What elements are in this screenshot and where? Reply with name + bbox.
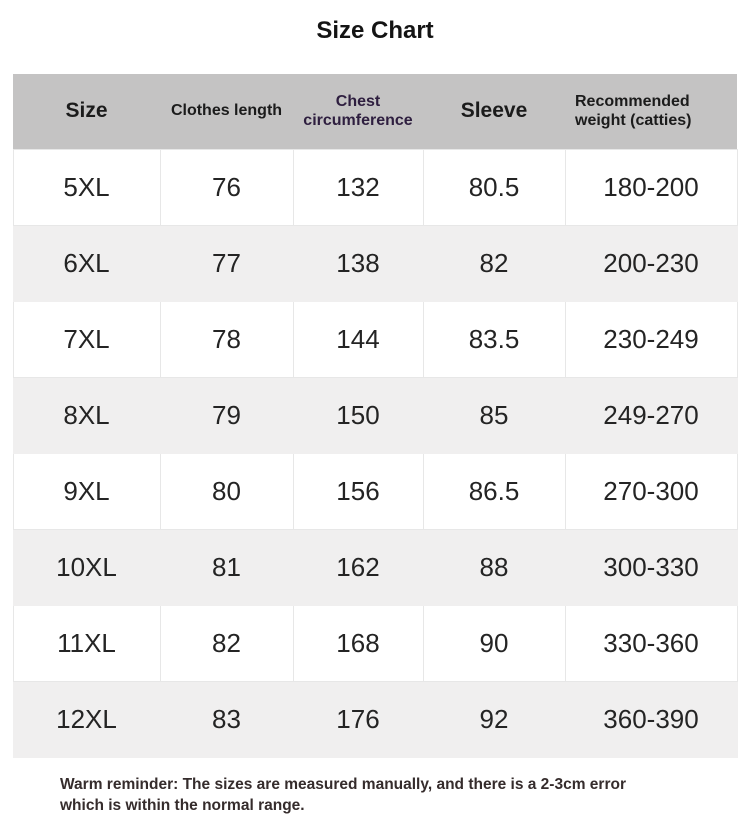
table-row-12xl: 12XL 83 176 92 360-390 bbox=[12, 681, 738, 758]
cell-size: 9XL bbox=[12, 453, 161, 530]
cell-clothes-length: 81 bbox=[159, 529, 294, 606]
cell-chest: 138 bbox=[292, 225, 424, 302]
cell-clothes-length: 79 bbox=[159, 377, 294, 454]
table-row-9xl: 9XL 80 156 86.5 270-300 bbox=[12, 453, 738, 530]
cell-size: 5XL bbox=[12, 149, 161, 226]
cell-sleeve: 90 bbox=[422, 605, 566, 682]
cell-chest: 162 bbox=[292, 529, 424, 606]
header-label-chest-circumference: Chest circumference bbox=[303, 92, 413, 129]
cell-weight: 249-270 bbox=[564, 377, 738, 454]
cell-clothes-length: 82 bbox=[159, 605, 294, 682]
cell-weight: 230-249 bbox=[564, 301, 738, 378]
cell-weight: 270-300 bbox=[564, 453, 738, 530]
measurement-disclaimer: Warm reminder: The sizes are measured ma… bbox=[60, 776, 626, 814]
page-title: Size Chart bbox=[316, 17, 434, 44]
cell-weight: 180-200 bbox=[564, 149, 738, 226]
cell-sleeve: 80.5 bbox=[422, 149, 566, 226]
header-cell-sleeve: Sleeve bbox=[423, 74, 565, 150]
table-row-6xl: 6XL 77 138 82 200-230 bbox=[12, 225, 738, 302]
cell-size: 11XL bbox=[12, 605, 161, 682]
cell-sleeve: 86.5 bbox=[422, 453, 566, 530]
cell-clothes-length: 77 bbox=[159, 225, 294, 302]
cell-clothes-length: 83 bbox=[159, 681, 294, 758]
cell-size: 7XL bbox=[12, 301, 161, 378]
table-row-7xl: 7XL 78 144 83.5 230-249 bbox=[12, 301, 738, 378]
cell-sleeve: 85 bbox=[422, 377, 566, 454]
header-label-size: Size bbox=[65, 99, 108, 123]
cell-size: 8XL bbox=[12, 377, 161, 454]
cell-size: 12XL bbox=[12, 681, 161, 758]
cell-clothes-length: 76 bbox=[159, 149, 294, 226]
header-cell-recommended-weight: Recommended weight (catties) bbox=[565, 74, 737, 150]
cell-weight: 300-330 bbox=[564, 529, 738, 606]
cell-sleeve: 88 bbox=[422, 529, 566, 606]
cell-size: 10XL bbox=[12, 529, 161, 606]
header-cell-chest-circumference: Chest circumference bbox=[293, 74, 423, 150]
cell-sleeve: 83.5 bbox=[422, 301, 566, 378]
header-cell-clothes-length: Clothes length bbox=[160, 74, 293, 150]
cell-weight: 360-390 bbox=[564, 681, 738, 758]
cell-chest: 150 bbox=[292, 377, 424, 454]
size-chart-table: Size Clothes length Chest circumference … bbox=[12, 74, 738, 758]
cell-chest: 176 bbox=[292, 681, 424, 758]
cell-sleeve: 82 bbox=[422, 225, 566, 302]
header-cell-size: Size bbox=[13, 74, 160, 150]
header-label-clothes-length: Clothes length bbox=[170, 102, 283, 120]
cell-size: 6XL bbox=[12, 225, 161, 302]
table-row-10xl: 10XL 81 162 88 300-330 bbox=[12, 529, 738, 606]
table-row-8xl: 8XL 79 150 85 249-270 bbox=[12, 377, 738, 454]
cell-chest: 168 bbox=[292, 605, 424, 682]
table-row-5xl: 5XL 76 132 80.5 180-200 bbox=[12, 149, 738, 226]
cell-chest: 132 bbox=[292, 149, 424, 226]
cell-weight: 330-360 bbox=[564, 605, 738, 682]
header-label-recommended-weight: Recommended weight (catties) bbox=[575, 92, 692, 129]
header-label-sleeve: Sleeve bbox=[460, 99, 528, 123]
cell-weight: 200-230 bbox=[564, 225, 738, 302]
table-row-11xl: 11XL 82 168 90 330-360 bbox=[12, 605, 738, 682]
header-row: Size Clothes length Chest circumference … bbox=[13, 74, 737, 150]
cell-sleeve: 92 bbox=[422, 681, 566, 758]
cell-chest: 156 bbox=[292, 453, 424, 530]
cell-clothes-length: 78 bbox=[159, 301, 294, 378]
cell-chest: 144 bbox=[292, 301, 424, 378]
cell-clothes-length: 80 bbox=[159, 453, 294, 530]
